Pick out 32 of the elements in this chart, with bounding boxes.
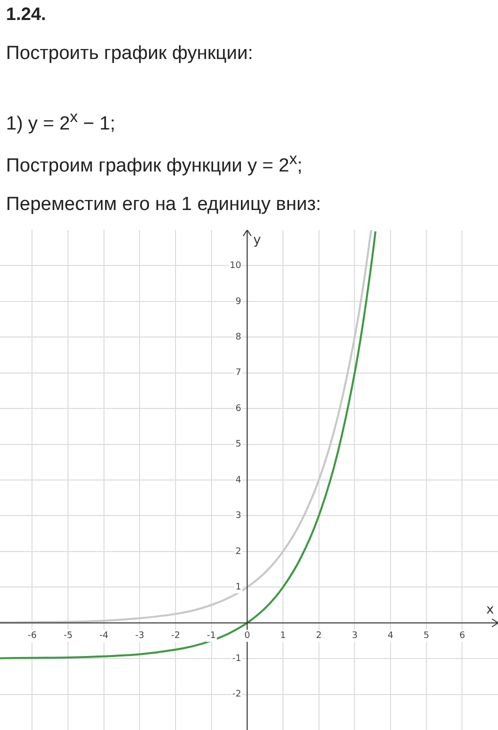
y-tick-label: 7 bbox=[235, 368, 242, 378]
y-tick-label: -1 bbox=[232, 654, 242, 664]
y-tick-label: 4 bbox=[235, 475, 242, 486]
text: Переместим его на 1 единицу вниз: bbox=[6, 194, 322, 216]
y-tick-label: -2 bbox=[232, 690, 242, 700]
y-tick-label: 8 bbox=[235, 332, 242, 342]
x-tick-label: 6 bbox=[459, 631, 466, 642]
chart-title: 1.24. bbox=[6, 4, 48, 25]
x-tick-label: 4 bbox=[388, 631, 394, 642]
x-tick-label: -4 bbox=[99, 631, 109, 642]
x-tick-label: 5 bbox=[423, 631, 430, 642]
x-tick-label: 0 bbox=[244, 631, 250, 642]
x-tick-label: 2 bbox=[316, 631, 322, 642]
x-tick-label: -3 bbox=[135, 631, 144, 642]
y-tick-label: 3 bbox=[235, 511, 242, 522]
y-axis-title: y bbox=[253, 232, 262, 248]
y-tick-label: 5 bbox=[235, 440, 242, 450]
x-axis-title: x bbox=[486, 602, 494, 618]
text: Построим график функции y = 2$^{x}$; bbox=[6, 151, 304, 178]
y-tick-label: 6 bbox=[235, 404, 242, 414]
x-tick-label: -6 bbox=[28, 631, 37, 642]
y-tick-label: 10 bbox=[230, 261, 242, 272]
text: Построить график функции: bbox=[6, 43, 254, 65]
x-tick-label: 1 bbox=[280, 631, 286, 642]
x-tick-label: -2 bbox=[171, 631, 180, 642]
x-tick-label: -1 bbox=[206, 631, 216, 642]
y-tick-label: 1 bbox=[235, 582, 242, 592]
text: 1) y = 2$^{x}$ − 1; bbox=[6, 109, 116, 136]
x-tick-label: 3 bbox=[352, 631, 358, 642]
y-tick-label: 9 bbox=[235, 296, 242, 307]
y-tick-label: 2 bbox=[235, 546, 242, 557]
x-tick-label: -5 bbox=[64, 631, 73, 642]
